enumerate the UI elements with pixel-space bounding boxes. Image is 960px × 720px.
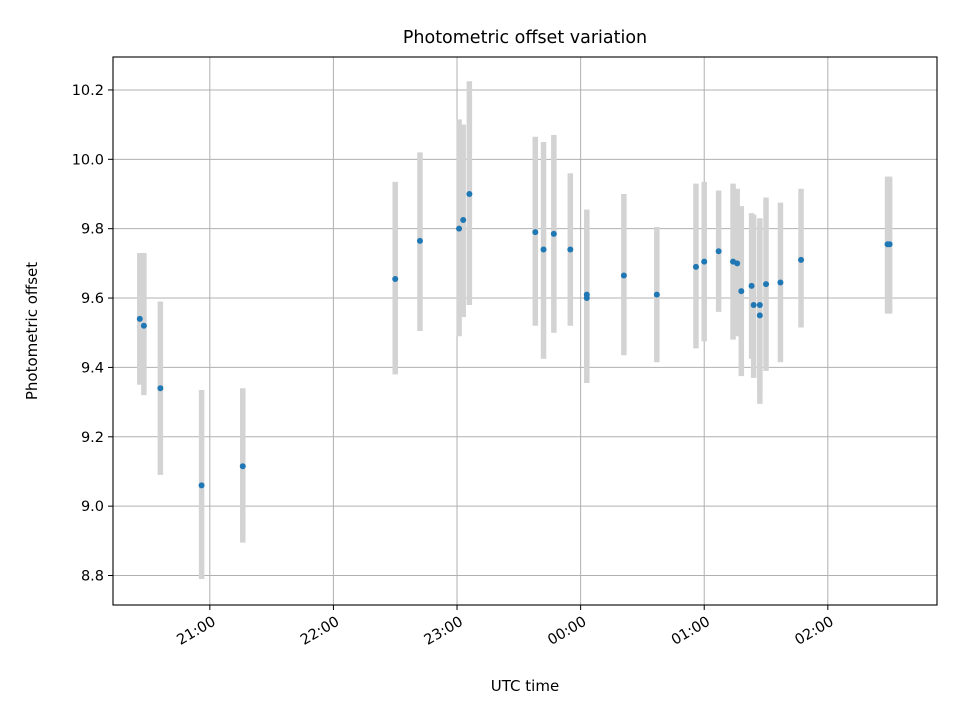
data-point (620, 272, 627, 279)
data-point (748, 282, 755, 289)
y-tick-label: 9.4 (81, 360, 104, 376)
data-point (886, 241, 893, 248)
data-point (750, 301, 757, 308)
data-point (136, 315, 143, 322)
data-point (701, 258, 708, 265)
data-point (532, 229, 539, 236)
data-point (567, 246, 574, 253)
data-point (157, 385, 164, 392)
data-point (692, 263, 699, 270)
y-tick-label: 10.2 (72, 83, 104, 99)
data-point (734, 260, 741, 267)
y-tick-label: 9.2 (81, 430, 104, 446)
data-point (198, 482, 205, 489)
y-tick-label: 9.8 (81, 222, 104, 238)
plot-frame (112, 56, 938, 606)
data-point (798, 256, 805, 263)
data-point (540, 246, 547, 253)
x-axis-label: UTC time (491, 677, 559, 695)
data-point (456, 225, 463, 232)
data-point (756, 312, 763, 319)
y-axis-label: Photometric offset (23, 262, 41, 400)
y-tick-label: 10.0 (72, 152, 104, 168)
data-point (140, 322, 147, 329)
data-point (466, 191, 473, 197)
y-tick-label: 9.0 (81, 499, 104, 515)
y-tick-label: 8.8 (81, 569, 104, 585)
data-point (738, 288, 745, 295)
data-point (756, 301, 763, 308)
data-point (777, 279, 784, 286)
data-point (239, 463, 246, 470)
data-point (763, 281, 770, 288)
data-point (653, 291, 660, 298)
y-tick-label: 9.6 (81, 291, 104, 307)
chart-title: Photometric offset variation (403, 28, 647, 48)
data-point (715, 248, 722, 255)
data-point (583, 295, 590, 302)
data-point (550, 230, 557, 237)
data-point (392, 275, 399, 282)
data-point (460, 217, 467, 224)
y-axis-ticks: 8.8 9.0 9.2 9.4 9.6 9.8 10.0 10.2 (72, 83, 113, 585)
data-point (416, 237, 423, 244)
data-points (136, 191, 893, 489)
